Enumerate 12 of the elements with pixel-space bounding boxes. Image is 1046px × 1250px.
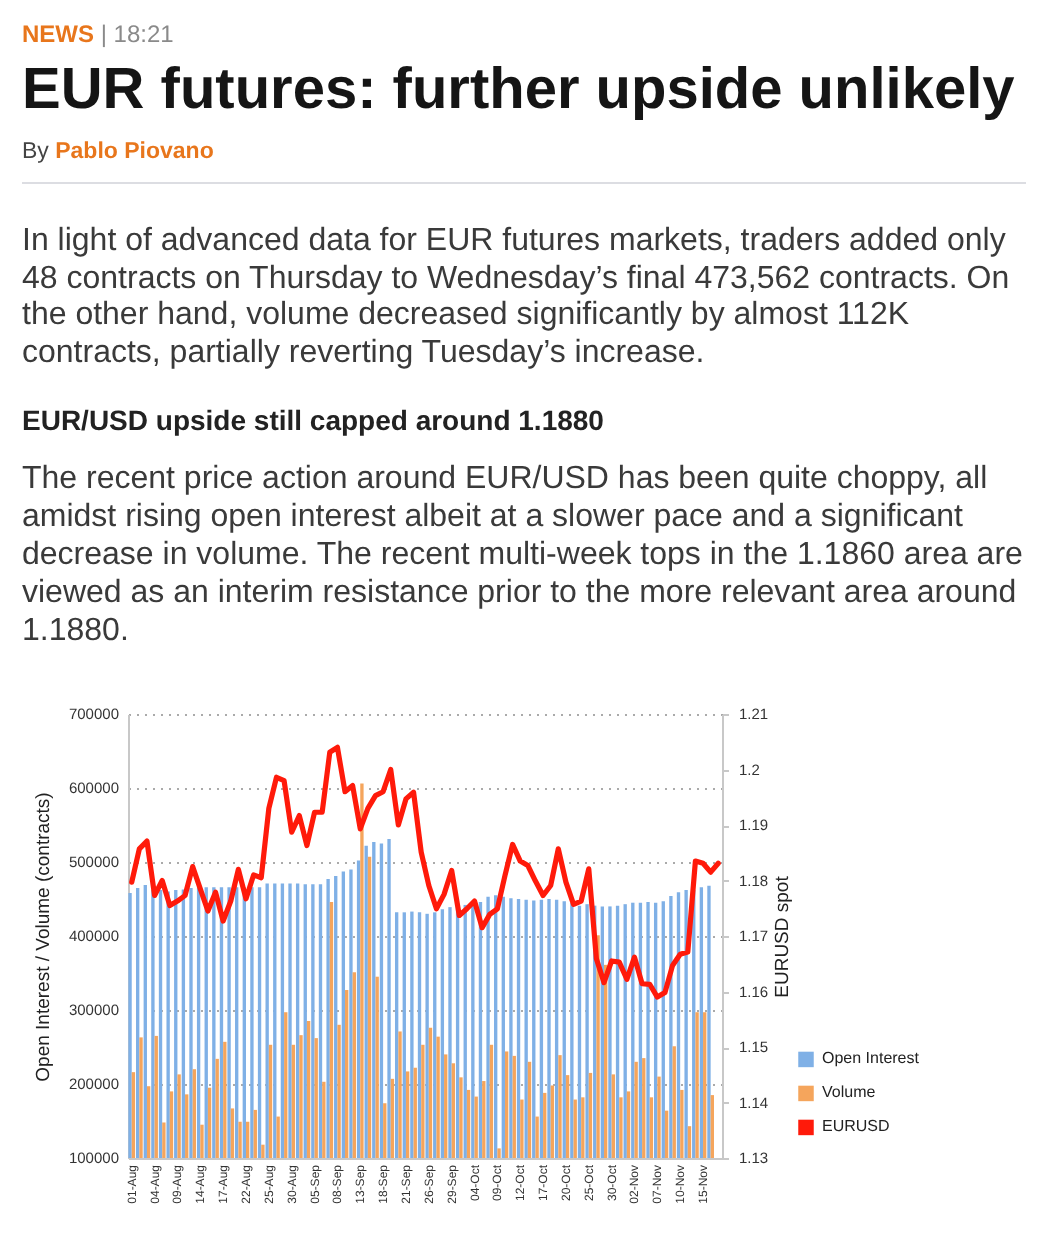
text: The recent price action around EUR/USD has been quite choppy, all amidst rising open interest albeit at a slower pace and a significant decrease in volume. The recent multi-week tops in the 1.1860 area are viewed as an interim resistance prior to the more relevant area around 1.1880. [22,460,1025,650]
y2-axis-title: EURUSD spot [772,875,795,998]
legend-label: Open Interest [822,1049,921,1068]
line-series [129,744,721,1000]
text: By Pablo Piovano [22,140,214,164]
chart-title: EUR futures: further upside unlikely [22,56,1017,124]
text: EUR/USD upside still capped around 1.1880 [22,402,606,438]
legend-label: EURUSD [822,1117,891,1136]
text: In light of advanced data for EUR futures markets, traders added only 48 contracts on Thursday to Wednesday’s final 473,562 contracts. On the other hand, volume decreased significantly by almost 112K contracts, partially reverting Tuesday’s increase. [22,224,1012,374]
y-axis-title: Open Interest / Volume (contracts) [32,792,55,1082]
legend-label: Volume [822,1083,877,1102]
text: NEWS | 18:21 [22,20,174,48]
